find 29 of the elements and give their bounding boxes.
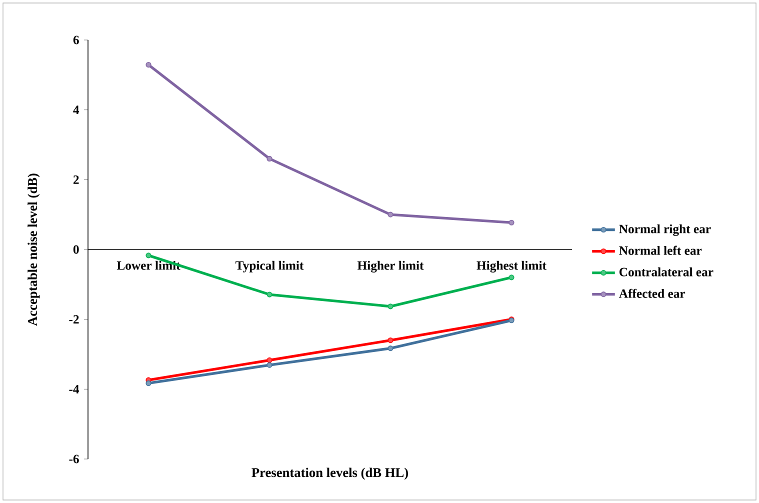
legend-label: Normal left ear — [619, 246, 702, 255]
x-axis-title: Presentation levels (dB HL) — [252, 468, 408, 480]
legend-label: Affected ear — [619, 288, 686, 298]
point — [388, 337, 394, 344]
legend-label: Normal right ear — [619, 224, 711, 236]
point — [388, 212, 394, 218]
y-tick-label: 0 — [73, 245, 79, 254]
point — [146, 380, 152, 386]
y-tick-label: -2 — [69, 315, 79, 324]
x-tick-label: Typical limit — [236, 260, 304, 272]
y-tick-label: 2 — [73, 175, 79, 184]
point — [266, 357, 272, 363]
point — [266, 362, 272, 368]
point — [508, 220, 514, 226]
point — [388, 346, 394, 352]
legend-label: Contralateral ear — [620, 267, 714, 276]
point — [146, 62, 152, 68]
y-tick-label: 6 — [73, 36, 79, 44]
y-tick-label: 4 — [73, 106, 80, 114]
y-tick-label: -4 — [69, 384, 80, 394]
point — [146, 252, 152, 258]
y-axis-title: Acceptable noise level (dB) — [28, 174, 40, 326]
y-tick-label: -6 — [69, 454, 79, 464]
x-tick-label: Highest limit — [476, 260, 546, 272]
point — [508, 274, 514, 280]
x-tick-label: Higher limit — [357, 260, 424, 272]
point — [388, 304, 394, 310]
point — [266, 292, 272, 298]
point — [266, 156, 272, 162]
